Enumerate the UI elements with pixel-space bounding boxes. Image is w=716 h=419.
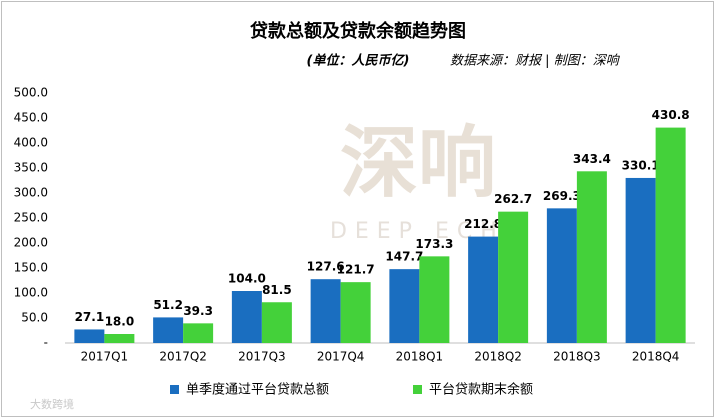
bar (231, 291, 262, 343)
value-label: 121.7 (337, 263, 375, 277)
bar (468, 236, 499, 343)
watermark: 大数跨境 (30, 397, 74, 411)
value-label: 330.1 (622, 158, 660, 172)
x-tick-label: 2017Q3 (238, 350, 286, 364)
watermark: 深响 (340, 118, 496, 208)
value-label: 269.3 (543, 189, 581, 203)
bar (104, 334, 135, 343)
value-label: 212.8 (464, 217, 502, 231)
value-label: 343.4 (573, 152, 611, 166)
x-tick-label: 2018Q2 (474, 350, 522, 364)
y-tick-label: 250.0 (14, 211, 48, 225)
y-tick-label: 50.0 (21, 311, 48, 325)
value-label: 81.5 (262, 283, 292, 297)
y-tick-label: 350.0 (14, 161, 48, 175)
x-tick-label: 2018Q4 (632, 350, 680, 364)
value-label: 127.6 (307, 260, 345, 274)
value-label: 147.7 (385, 250, 423, 264)
bar (340, 282, 371, 343)
value-label: 27.1 (75, 310, 105, 324)
legend-label: 单季度通过平台贷款总额 (186, 382, 329, 398)
y-tick-label: 100.0 (14, 286, 48, 300)
bar (389, 269, 420, 343)
bar (625, 177, 656, 343)
y-tick-label: 500.0 (14, 86, 48, 100)
chart-source: 数据来源：财报 | 制图：深响 (450, 54, 621, 69)
y-tick-label: 150.0 (14, 261, 48, 275)
value-label: 173.3 (415, 237, 453, 251)
y-tick-label: - (44, 336, 48, 350)
chart-title: 贷款总额及贷款余额趋势图 (250, 20, 466, 42)
y-tick-label: 300.0 (14, 186, 48, 200)
x-tick-label: 2017Q4 (317, 350, 365, 364)
value-label: 262.7 (494, 192, 532, 206)
value-label: 18.0 (105, 315, 135, 329)
x-tick-label: 2017Q1 (81, 350, 129, 364)
legend-swatch (413, 385, 422, 394)
bar (261, 302, 292, 343)
value-label: 51.2 (153, 298, 183, 312)
legend-label: 平台贷款期末余额 (429, 382, 533, 398)
value-label: 39.3 (183, 304, 213, 318)
bar (498, 211, 529, 343)
bar (153, 317, 184, 343)
y-tick-label: 450.0 (14, 111, 48, 125)
x-tick-label: 2018Q1 (396, 350, 444, 364)
bar (546, 208, 577, 343)
bar (183, 323, 214, 343)
legend-swatch (170, 385, 179, 394)
value-label: 104.0 (228, 272, 266, 286)
chart-subtitle: (单位：人民币亿) (307, 53, 410, 69)
x-tick-label: 2018Q3 (553, 350, 601, 364)
bar (655, 127, 686, 343)
bar (310, 279, 341, 343)
bar (419, 256, 450, 343)
bar (74, 329, 105, 343)
y-tick-label: 400.0 (14, 136, 48, 150)
x-tick-label: 2017Q2 (159, 350, 207, 364)
value-label: 430.8 (652, 108, 690, 122)
bar (576, 171, 607, 343)
y-tick-label: 200.0 (14, 236, 48, 250)
